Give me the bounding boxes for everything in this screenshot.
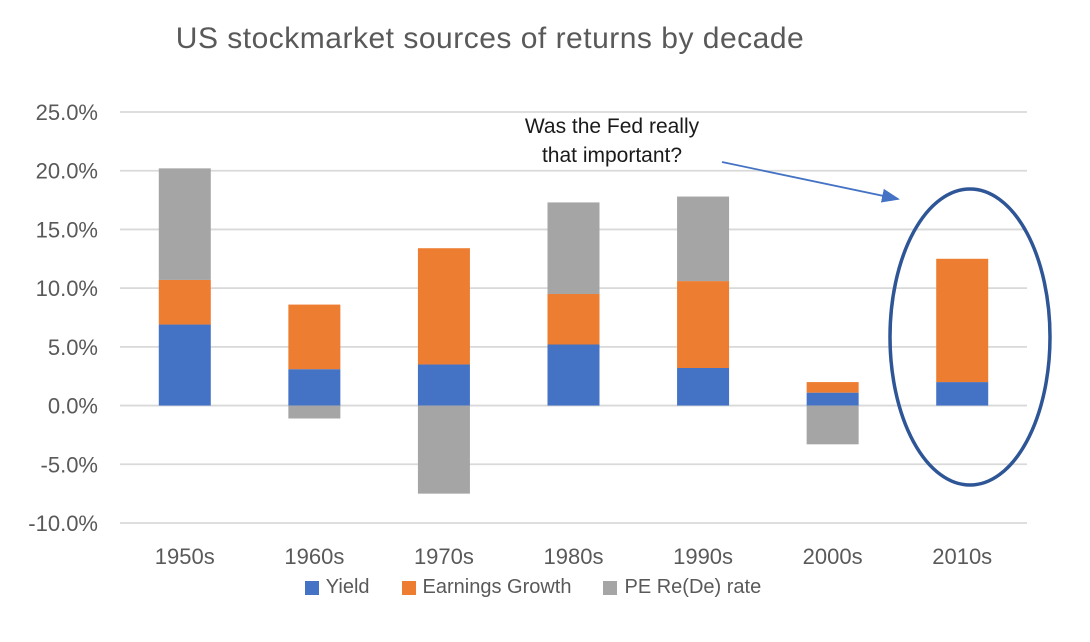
y-tick-label: -10.0% bbox=[28, 511, 98, 536]
bar-segment-1970s-earnings-growth bbox=[417, 248, 470, 365]
legend-label-yield: Yield bbox=[325, 576, 370, 598]
bar-segment-2000s-earnings-growth bbox=[806, 382, 859, 393]
annotation-line-2: that important? bbox=[541, 144, 683, 167]
legend-label-pe-rerate: PE Re(De) rate bbox=[624, 576, 762, 598]
y-tick-label: 5.0% bbox=[48, 335, 98, 360]
earnings-growth-swatch-icon bbox=[401, 580, 416, 595]
legend-item-pe-rerate: PE Re(De) rate bbox=[603, 576, 761, 599]
annotation-line-1: Was the Fed really bbox=[524, 115, 700, 138]
bar-segment-2010s-yield bbox=[936, 382, 989, 406]
bar-segment-1980s-yield bbox=[547, 344, 600, 406]
bar-segment-1990s-pe-re-de-rate bbox=[677, 196, 730, 282]
y-tick-label: 15.0% bbox=[36, 217, 98, 242]
legend-label-earnings-growth: Earnings Growth bbox=[422, 576, 572, 598]
bar-segment-1960s-earnings-growth bbox=[288, 304, 341, 370]
bar-segment-1950s-earnings-growth bbox=[158, 279, 211, 325]
legend-item-earnings-growth: Earnings Growth bbox=[401, 576, 572, 599]
x-tick-label: 1960s bbox=[284, 544, 344, 569]
chart-legend: Yield Earnings Growth PE Re(De) rate bbox=[0, 576, 1066, 599]
bar-segment-1980s-earnings-growth bbox=[547, 294, 600, 345]
y-tick-label: 25.0% bbox=[36, 100, 98, 125]
yield-swatch-icon bbox=[304, 580, 319, 595]
bar-segment-2010s-earnings-growth bbox=[936, 258, 989, 383]
bar-segment-1950s-pe-re-de-rate bbox=[158, 168, 211, 280]
bar-segment-1980s-pe-re-de-rate bbox=[547, 202, 600, 295]
bar-segment-1960s-yield bbox=[288, 369, 341, 406]
bar-segment-1950s-yield bbox=[158, 324, 211, 406]
x-tick-label: 2010s bbox=[932, 544, 992, 569]
y-tick-label: 10.0% bbox=[36, 276, 98, 301]
x-tick-label: 1950s bbox=[155, 544, 215, 569]
bar-segment-1970s-pe-re-de-rate bbox=[417, 405, 470, 494]
highlight-ellipse bbox=[888, 187, 1052, 487]
bar-segment-1990s-yield bbox=[677, 367, 730, 406]
x-tick-label: 2000s bbox=[803, 544, 863, 569]
x-tick-label: 1980s bbox=[544, 544, 604, 569]
bar-segment-2000s-pe-re-de-rate bbox=[806, 405, 859, 445]
x-tick-label: 1970s bbox=[414, 544, 474, 569]
y-tick-label: 0.0% bbox=[48, 394, 98, 419]
bar-segment-1990s-earnings-growth bbox=[677, 281, 730, 368]
y-tick-label: -5.0% bbox=[41, 452, 98, 477]
pe-rerate-swatch-icon bbox=[603, 580, 618, 595]
annotation-text: Was the Fed really that important? bbox=[412, 112, 812, 170]
bar-segment-1970s-yield bbox=[417, 364, 470, 406]
annotation-arrow bbox=[721, 161, 900, 203]
y-tick-label: 20.0% bbox=[36, 159, 98, 184]
bar-segment-1960s-pe-re-de-rate bbox=[288, 405, 341, 419]
x-tick-label: 1990s bbox=[673, 544, 733, 569]
chart-title: US stockmarket sources of returns by dec… bbox=[175, 22, 805, 55]
bar-segment-2000s-yield bbox=[806, 392, 859, 406]
legend-item-yield: Yield bbox=[304, 576, 370, 599]
